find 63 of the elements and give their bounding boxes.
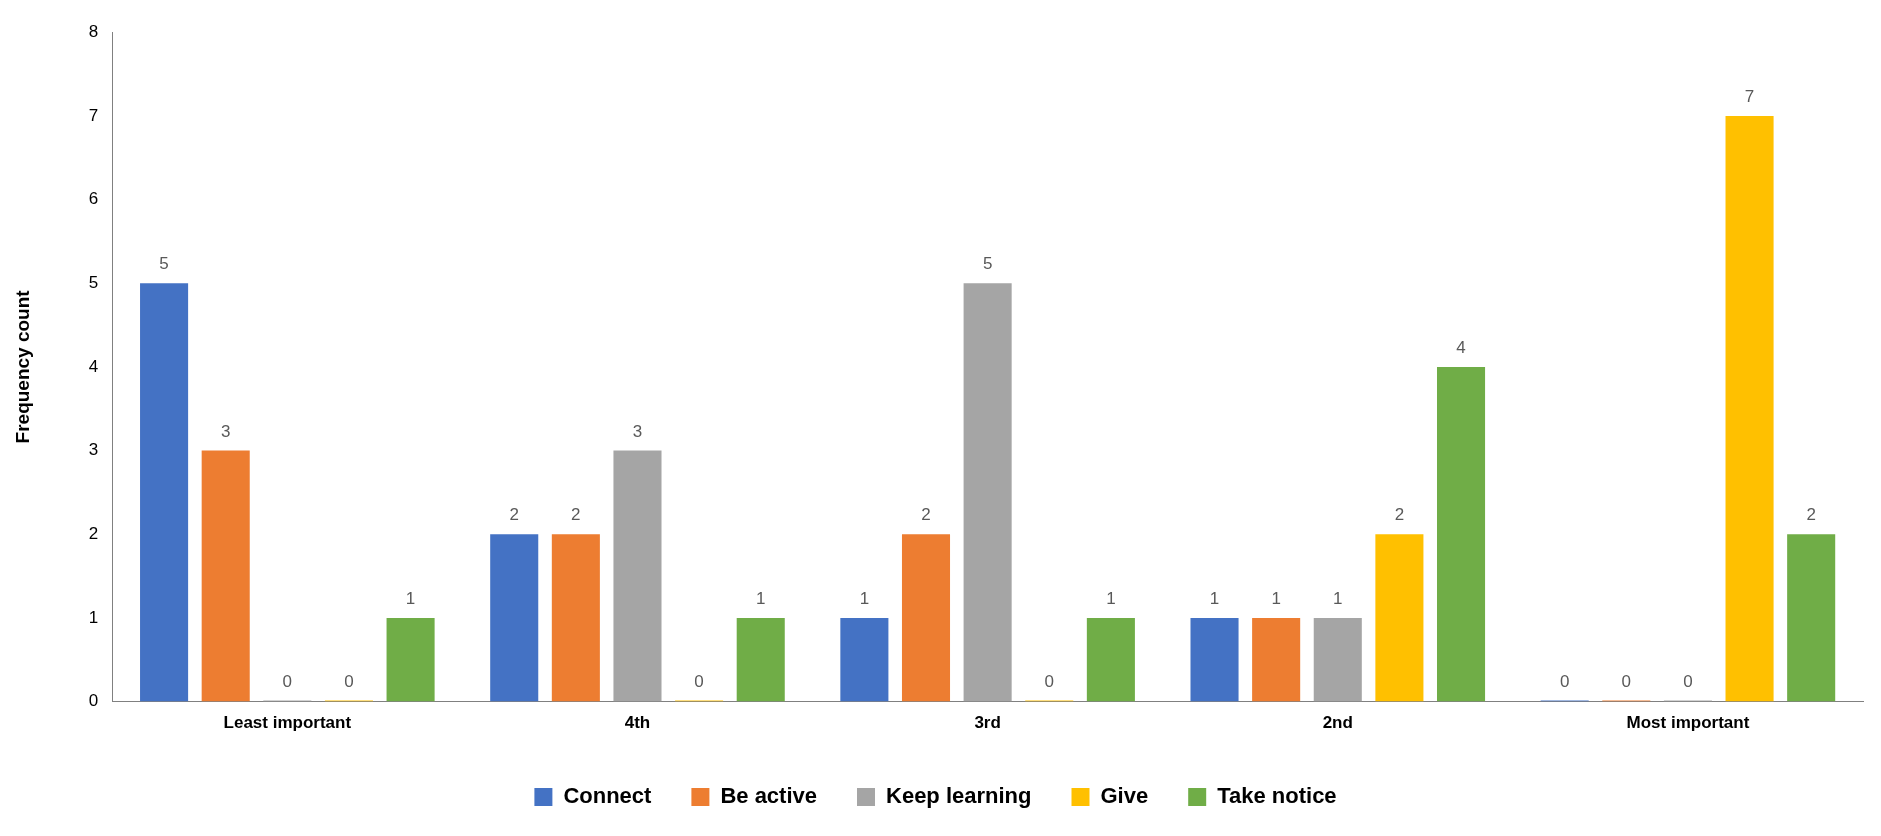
y-tick-label: 0 <box>88 691 99 711</box>
bar <box>736 617 785 702</box>
bar <box>551 534 600 702</box>
bar <box>140 283 189 702</box>
bar <box>1252 617 1301 702</box>
data-label: 5 <box>159 254 169 274</box>
x-tick-label: Most important <box>1626 713 1750 733</box>
bar <box>1375 534 1424 702</box>
data-label: 0 <box>282 671 293 691</box>
legend-label: Be active <box>720 783 818 809</box>
data-label: 2 <box>921 505 931 525</box>
bar <box>1787 534 1836 702</box>
x-tick-label: Least important <box>223 713 352 733</box>
data-label: 1 <box>1333 589 1343 609</box>
y-tick-label: 4 <box>88 356 99 376</box>
bar <box>963 283 1012 702</box>
data-label: 1 <box>405 589 416 609</box>
bar <box>901 534 951 702</box>
bar <box>1086 617 1135 702</box>
data-label: 2 <box>1806 505 1816 525</box>
y-tick-label: 8 <box>88 21 99 41</box>
bar <box>1190 617 1239 702</box>
bar <box>201 450 250 702</box>
data-label: 7 <box>1744 87 1755 107</box>
legend-label: Take notice <box>1217 783 1337 809</box>
data-label: 2 <box>571 505 581 525</box>
data-label: 1 <box>756 589 766 609</box>
bar <box>613 450 662 702</box>
bar <box>490 534 539 702</box>
data-label: 3 <box>220 421 231 441</box>
data-label: 2 <box>509 505 519 525</box>
legend-label: Keep learning <box>886 783 1032 809</box>
y-tick-label: 7 <box>88 105 99 125</box>
y-tick-label: 1 <box>88 607 99 627</box>
data-label: 1 <box>1209 589 1220 609</box>
x-tick-label: 2nd <box>1322 713 1353 733</box>
y-tick-label: 2 <box>88 523 99 543</box>
y-axis-title: Frequency count <box>11 289 33 444</box>
data-label: 3 <box>632 421 643 441</box>
data-label: 0 <box>694 671 704 691</box>
y-tick-label: 6 <box>88 189 99 209</box>
bar <box>386 617 435 702</box>
data-label: 0 <box>1621 671 1632 691</box>
x-tick-label: 4th <box>624 713 651 733</box>
legend-label: Connect <box>563 783 653 809</box>
bar <box>1437 366 1486 702</box>
data-label: 0 <box>1044 671 1054 691</box>
data-label: 0 <box>1559 671 1570 691</box>
data-label: 1 <box>859 589 870 609</box>
data-label: 0 <box>1683 671 1693 691</box>
bar <box>840 617 889 702</box>
legend-label: Give <box>1100 783 1149 809</box>
data-label: 1 <box>1271 589 1281 609</box>
y-tick-label: 3 <box>88 440 99 460</box>
data-label: 5 <box>982 254 993 274</box>
data-label: 1 <box>1106 589 1116 609</box>
bar <box>1725 115 1774 702</box>
bar <box>1313 617 1362 702</box>
data-label: 2 <box>1394 505 1405 525</box>
x-tick-label: 3rd <box>974 713 1001 733</box>
data-label: 0 <box>344 671 354 691</box>
y-tick-label: 5 <box>88 272 99 292</box>
data-label: 4 <box>1456 338 1466 358</box>
